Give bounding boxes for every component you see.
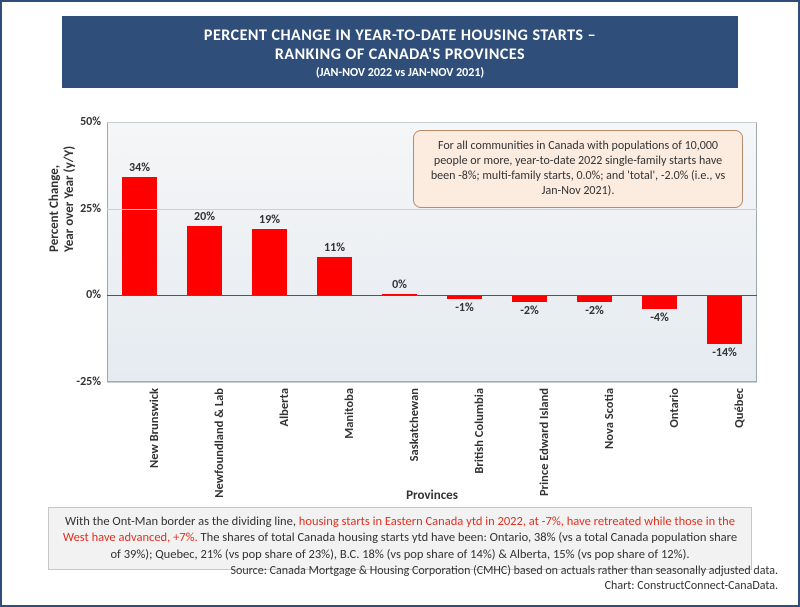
y-tick-label: 50% [80,115,107,129]
header-banner: PERCENT CHANGE IN YEAR-TO-DATE HOUSING S… [62,16,738,88]
bar-value-label: 11% [302,241,367,255]
bar-value-label: 0% [367,278,432,292]
source-line-1: Source: Canada Mortgage & Housing Corpor… [231,564,778,580]
bar [252,229,288,295]
source-line-2: Chart: ConstructConnect-CanaData. [231,579,778,595]
bar-slot: 11%Manitoba [302,122,367,382]
bar-value-label: 34% [107,161,172,175]
bar-slot: 20%Newfoundland & Lab [172,122,237,382]
x-axis-label: Provinces [107,488,757,503]
caption-box: With the Ont-Man border as the dividing … [48,507,752,570]
bar [577,295,613,302]
bar-slot: 19%Alberta [237,122,302,382]
zero-line [107,295,757,296]
bar [122,177,158,295]
bar [317,257,353,295]
bar-value-label: -14% [692,346,757,360]
title-line-1: PERCENT CHANGE IN YEAR-TO-DATE HOUSING S… [82,26,718,45]
source-text: Source: Canada Mortgage & Housing Corpor… [231,564,778,595]
bar-value-label: -2% [497,304,562,318]
bar-value-label: -2% [562,304,627,318]
bar-slot: 34%New Brunswick [107,122,172,382]
bar [187,226,223,295]
gridline [107,122,757,123]
gridline [107,382,757,383]
bar [642,295,678,309]
chart-frame: PERCENT CHANGE IN YEAR-TO-DATE HOUSING S… [0,0,800,607]
title-line-2: RANKING OF CANADA'S PROVINCES [82,45,718,64]
bar-value-label: -1% [432,301,497,315]
y-tick-label: 0% [86,288,107,302]
bar [707,295,743,344]
bar-value-label: -4% [627,311,692,325]
bar [512,295,548,302]
bar-value-label: 19% [237,213,302,227]
y-tick-label: 25% [80,202,107,216]
annotation-box: For all communities in Canada with popul… [413,130,743,208]
gridline [107,209,757,210]
caption-post: The shares of total Canada housing start… [110,530,737,561]
y-tick-label: -25% [76,375,107,389]
bar-value-label: 20% [172,210,237,224]
y-axis-label: Percent Change,Year over Year (y/Y) [47,146,77,252]
caption-pre: With the Ont-Man border as the dividing … [65,514,299,529]
title-line-3: (JAN-NOV 2022 vs JAN-NOV 2021) [82,66,718,80]
